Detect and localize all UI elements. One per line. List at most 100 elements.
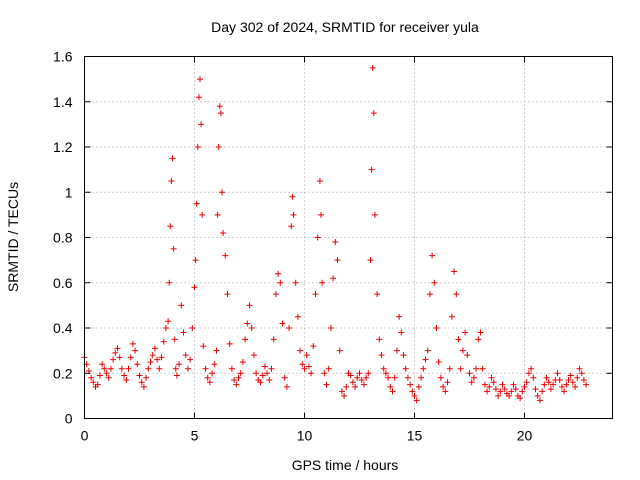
data-point bbox=[253, 370, 260, 377]
data-point bbox=[297, 347, 304, 354]
data-point bbox=[420, 365, 427, 372]
data-point bbox=[136, 372, 143, 379]
data-point bbox=[569, 379, 576, 386]
data-point bbox=[192, 257, 199, 264]
data-point bbox=[492, 386, 499, 393]
data-point bbox=[437, 374, 444, 381]
data-point bbox=[314, 234, 321, 241]
data-point bbox=[170, 245, 177, 252]
data-point bbox=[235, 374, 242, 381]
data-point bbox=[547, 386, 554, 393]
data-point bbox=[198, 121, 205, 128]
y-tick-label: 0 bbox=[65, 411, 73, 427]
data-point bbox=[457, 365, 464, 372]
data-point bbox=[246, 302, 253, 309]
x-tick-label: 5 bbox=[191, 428, 199, 444]
y-tick-label: 0.8 bbox=[53, 230, 73, 246]
data-point bbox=[168, 177, 175, 184]
data-point bbox=[523, 379, 530, 386]
data-point bbox=[110, 356, 117, 363]
data-point bbox=[365, 370, 372, 377]
data-point bbox=[512, 386, 519, 393]
data-point bbox=[244, 320, 251, 327]
data-point bbox=[475, 336, 482, 343]
data-point bbox=[290, 211, 297, 218]
data-point bbox=[96, 372, 103, 379]
data-point bbox=[268, 365, 275, 372]
data-point bbox=[561, 388, 568, 395]
data-point bbox=[214, 211, 221, 218]
data-point bbox=[393, 347, 400, 354]
data-point bbox=[578, 370, 585, 377]
data-point bbox=[484, 388, 491, 395]
data-point bbox=[308, 370, 315, 377]
data-point bbox=[222, 252, 229, 259]
data-point bbox=[409, 388, 416, 395]
data-point bbox=[433, 325, 440, 331]
data-point bbox=[488, 374, 495, 381]
data-point bbox=[288, 223, 295, 230]
data-point bbox=[178, 302, 185, 309]
data-point bbox=[220, 229, 227, 236]
data-point bbox=[402, 365, 409, 372]
data-point bbox=[580, 377, 587, 384]
data-point bbox=[216, 103, 223, 110]
data-point bbox=[336, 347, 343, 354]
data-point bbox=[158, 354, 165, 361]
data-point bbox=[497, 388, 504, 395]
data-point bbox=[156, 365, 163, 372]
data-point bbox=[451, 268, 458, 275]
data-point bbox=[94, 381, 101, 388]
data-point bbox=[134, 361, 141, 368]
data-point bbox=[171, 336, 178, 343]
data-point bbox=[495, 392, 502, 399]
data-point bbox=[187, 356, 194, 363]
data-point bbox=[289, 193, 296, 200]
data-point bbox=[199, 211, 206, 218]
data-point bbox=[242, 336, 249, 343]
data-point bbox=[422, 356, 429, 363]
data-point bbox=[204, 374, 211, 381]
data-point bbox=[195, 94, 202, 101]
data-point bbox=[352, 383, 359, 390]
data-point bbox=[369, 64, 376, 71]
data-point bbox=[316, 177, 323, 184]
x-tick-label: 0 bbox=[81, 428, 89, 444]
data-point bbox=[248, 325, 255, 331]
data-point bbox=[209, 370, 216, 377]
data-point bbox=[169, 155, 176, 162]
data-point bbox=[121, 372, 128, 379]
data-point bbox=[486, 383, 493, 390]
data-point bbox=[368, 166, 375, 173]
data-point bbox=[440, 383, 447, 390]
data-point bbox=[473, 365, 480, 372]
data-point bbox=[281, 374, 288, 381]
data-point bbox=[517, 395, 524, 402]
data-point bbox=[167, 223, 174, 230]
data-point bbox=[162, 325, 169, 331]
data-point bbox=[501, 386, 508, 393]
data-point bbox=[550, 381, 557, 388]
data-point bbox=[583, 381, 590, 388]
x-tick-label: 15 bbox=[407, 428, 423, 444]
data-point bbox=[367, 257, 374, 264]
data-point bbox=[165, 318, 172, 325]
data-point bbox=[499, 381, 506, 388]
data-point bbox=[127, 354, 134, 361]
data-point bbox=[266, 377, 273, 384]
data-point bbox=[206, 379, 213, 386]
data-point bbox=[435, 358, 442, 365]
data-point bbox=[398, 329, 405, 336]
data-point bbox=[424, 347, 431, 354]
data-point bbox=[525, 370, 532, 377]
data-points bbox=[81, 64, 590, 404]
data-point bbox=[356, 370, 363, 377]
data-point bbox=[396, 313, 403, 320]
data-point bbox=[299, 361, 306, 368]
data-point bbox=[226, 340, 233, 347]
data-point bbox=[545, 379, 552, 386]
data-point bbox=[429, 252, 436, 259]
chart-title: Day 302 of 2024, SRMTID for receiver yul… bbox=[211, 19, 479, 35]
data-point bbox=[239, 358, 246, 365]
